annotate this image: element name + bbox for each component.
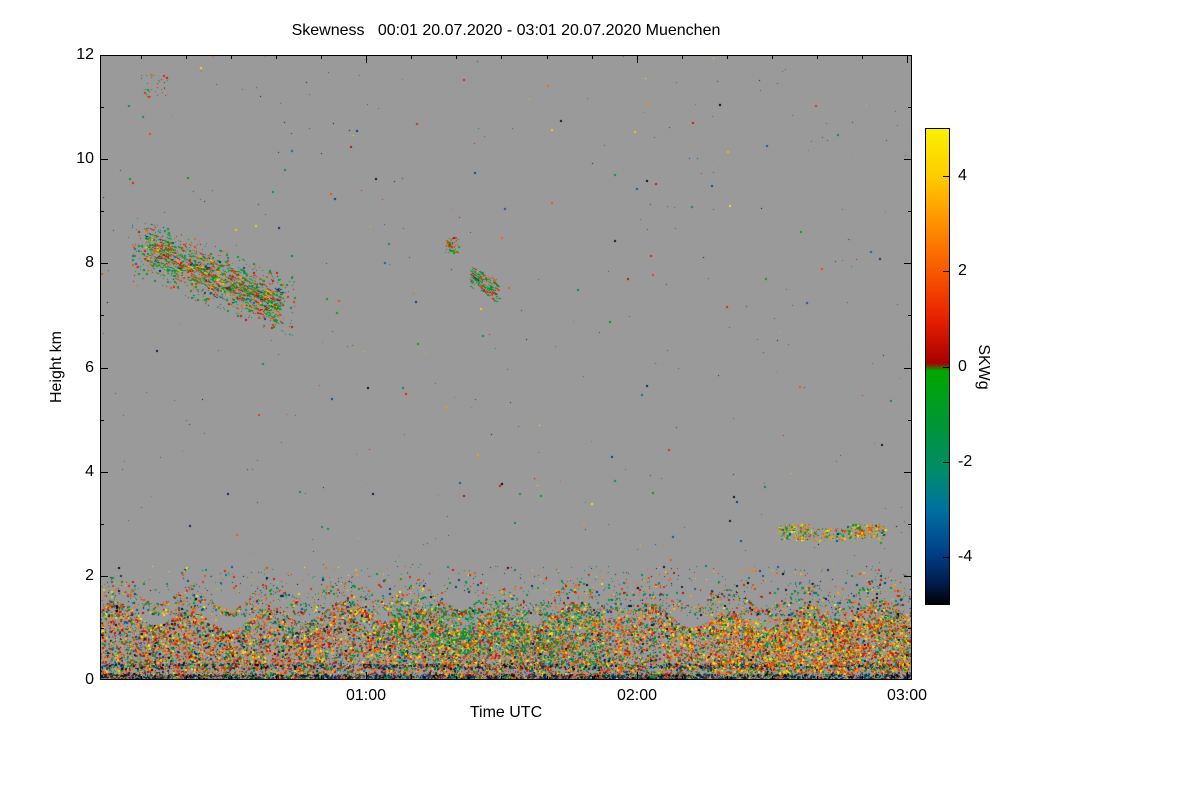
colorbar-tick	[943, 557, 950, 558]
x-minor-tick	[682, 676, 683, 680]
x-minor-tick	[321, 676, 322, 680]
colorbar-frame	[925, 128, 950, 605]
y-major-tick	[100, 159, 108, 160]
y-tick-label: 8	[85, 254, 94, 271]
y-minor-tick-right	[908, 107, 912, 108]
x-minor-tick	[862, 676, 863, 680]
x-minor-tick	[592, 676, 593, 680]
x-major-tick	[366, 672, 367, 680]
plot-frame	[100, 55, 912, 680]
colorbar-tick-label: -2	[958, 453, 973, 470]
x-minor-tick-top	[727, 55, 728, 59]
y-minor-tick-right	[908, 524, 912, 525]
chart-title: Skewness 00:01 20.07.2020 - 03:01 20.07.…	[291, 22, 721, 39]
y-major-tick-right	[904, 368, 912, 369]
colorbar-tick-label: 4	[958, 167, 967, 184]
x-minor-tick-top	[321, 55, 322, 59]
colorbar-tick-label: 2	[958, 262, 967, 279]
x-minor-tick-top	[682, 55, 683, 59]
heatmap-canvas	[100, 55, 912, 680]
y-major-tick	[100, 368, 108, 369]
x-minor-tick-top	[817, 55, 818, 59]
x-minor-tick-top	[456, 55, 457, 59]
colorbar-tick-label: 0	[958, 358, 967, 375]
x-minor-tick-top	[276, 55, 277, 59]
colorbar-tick	[943, 462, 950, 463]
x-minor-tick	[772, 676, 773, 680]
y-tick-label: 12	[76, 46, 94, 63]
x-minor-tick-top	[547, 55, 548, 59]
colorbar-gradient	[925, 128, 950, 605]
y-tick-label: 10	[76, 150, 94, 167]
x-minor-tick	[231, 676, 232, 680]
x-minor-tick	[817, 676, 818, 680]
y-tick-label: 6	[85, 359, 94, 376]
x-minor-tick-top	[592, 55, 593, 59]
x-major-tick-top	[907, 55, 908, 63]
y-major-tick	[100, 472, 108, 473]
x-tick-label: 01:00	[345, 687, 387, 704]
y-minor-tick	[100, 211, 104, 212]
x-minor-tick	[727, 676, 728, 680]
x-minor-tick	[276, 676, 277, 680]
x-minor-tick	[141, 676, 142, 680]
x-minor-tick-top	[862, 55, 863, 59]
y-minor-tick-right	[908, 420, 912, 421]
colorbar-tick	[943, 367, 950, 368]
y-major-tick	[100, 263, 108, 264]
y-minor-tick	[100, 420, 104, 421]
x-minor-tick	[501, 676, 502, 680]
y-major-tick	[100, 576, 108, 577]
y-minor-tick	[100, 524, 104, 525]
colorbar-label: SKWg	[975, 344, 992, 390]
y-major-tick-right	[904, 472, 912, 473]
x-minor-tick-top	[141, 55, 142, 59]
x-tick-label: 02:00	[616, 687, 658, 704]
y-minor-tick	[100, 628, 104, 629]
y-tick-label: 4	[85, 463, 94, 480]
x-minor-tick-top	[501, 55, 502, 59]
y-major-tick-right	[904, 159, 912, 160]
y-minor-tick-right	[908, 211, 912, 212]
y-major-tick-right	[904, 679, 912, 680]
x-minor-tick	[456, 676, 457, 680]
x-major-tick-top	[637, 55, 638, 63]
x-minor-tick-top	[186, 55, 187, 59]
x-major-tick	[907, 672, 908, 680]
x-axis-label: Time UTC	[469, 704, 543, 721]
y-major-tick	[100, 679, 108, 680]
y-tick-label: 2	[85, 567, 94, 584]
y-major-tick	[100, 55, 108, 56]
y-tick-label: 0	[85, 671, 94, 688]
x-minor-tick	[186, 676, 187, 680]
x-minor-tick-top	[231, 55, 232, 59]
y-major-tick-right	[904, 55, 912, 56]
x-major-tick-top	[366, 55, 367, 63]
x-minor-tick	[547, 676, 548, 680]
y-minor-tick	[100, 107, 104, 108]
colorbar-tick	[943, 176, 950, 177]
x-major-tick	[637, 672, 638, 680]
x-minor-tick-top	[411, 55, 412, 59]
x-minor-tick-top	[772, 55, 773, 59]
x-minor-tick	[411, 676, 412, 680]
y-minor-tick	[100, 315, 104, 316]
y-major-tick-right	[904, 576, 912, 577]
colorbar-tick-label: -4	[958, 548, 973, 565]
y-major-tick-right	[904, 263, 912, 264]
x-tick-label: 03:00	[886, 687, 928, 704]
colorbar-tick	[943, 271, 950, 272]
y-minor-tick-right	[908, 315, 912, 316]
y-minor-tick-right	[908, 628, 912, 629]
